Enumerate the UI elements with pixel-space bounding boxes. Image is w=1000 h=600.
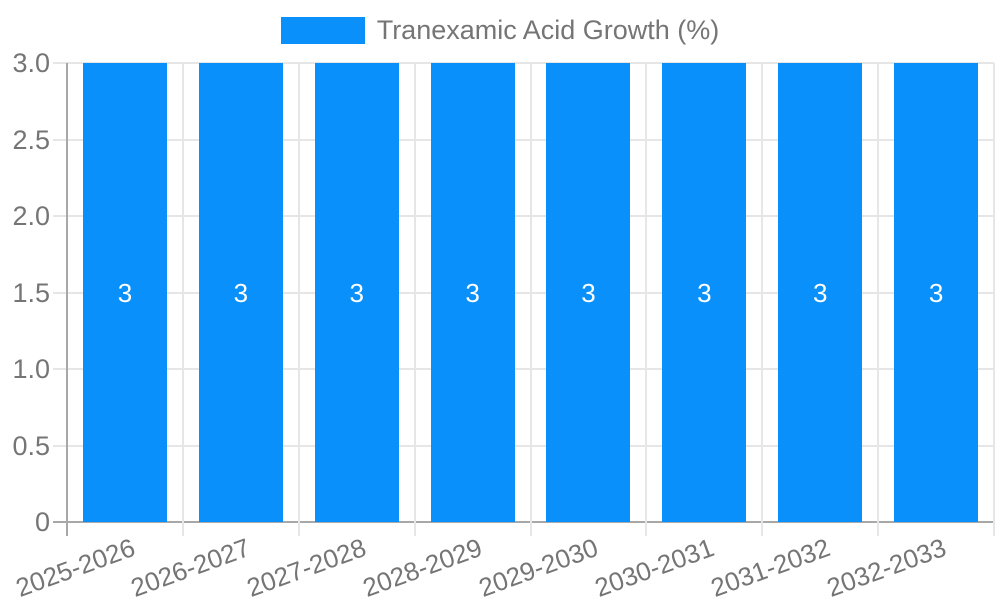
y-gridline: [53, 138, 994, 141]
legend-item[interactable]: Tranexamic Acid Growth (%): [280, 15, 720, 45]
y-gridline: [53, 291, 994, 294]
x-tick-label: 2028-2029: [359, 532, 487, 600]
x-gridline: [297, 63, 300, 536]
x-gridline: [877, 63, 880, 536]
x-gridline: [993, 63, 995, 536]
x-tick-label: 2031-2032: [706, 532, 834, 600]
y-gridline: [53, 62, 994, 64]
bar-value-label: 3: [117, 277, 133, 308]
y-axis-line: [66, 63, 68, 536]
bar-2029-2030[interactable]: 3: [546, 63, 631, 522]
x-tick-label: 2025-2026: [11, 532, 139, 600]
y-tick-label: 0.5: [12, 430, 50, 461]
bar-2026-2027[interactable]: 3: [198, 63, 283, 522]
bar-2027-2028[interactable]: 3: [314, 63, 399, 522]
bar-value-label: 3: [349, 277, 364, 308]
bar-value-label: 3: [581, 277, 596, 308]
x-gridline: [645, 63, 648, 536]
bar-2028-2029[interactable]: 3: [430, 63, 515, 522]
x-tick-label: 2027-2028: [243, 532, 371, 600]
legend-swatch: [280, 17, 365, 44]
x-tick-label: 2029-2030: [474, 532, 603, 600]
y-gridline: [53, 444, 994, 447]
y-tick-label: 2.0: [12, 201, 50, 231]
bar-2032-2033[interactable]: 3: [894, 63, 979, 522]
x-tick-label: 2026-2027: [127, 532, 255, 600]
y-tick-label: 3.0: [12, 48, 50, 78]
bar-2025-2026[interactable]: 3: [82, 63, 167, 522]
bar-value-label: 3: [465, 277, 480, 308]
y-tick-label: 1.5: [12, 277, 50, 308]
x-gridline: [761, 63, 764, 536]
bar-value-label: 3: [697, 277, 712, 308]
y-tick-label: 2.5: [12, 124, 50, 155]
legend-label: Tranexamic Acid Growth (%): [376, 15, 720, 45]
plot-area: 3 3 3 3 3 3 3 3: [53, 62, 995, 536]
x-axis-line: [53, 521, 994, 523]
y-gridline: [53, 368, 994, 370]
x-tick-label: 2032-2033: [822, 532, 950, 600]
x-gridline: [413, 63, 416, 536]
bar-2030-2031[interactable]: 3: [662, 63, 747, 522]
chart-legend: Tranexamic Acid Growth (%): [0, 17, 1000, 44]
bar-value-label: 3: [928, 277, 944, 308]
y-tick-label: 0: [34, 507, 50, 537]
x-gridline: [529, 63, 532, 536]
y-tick-label: 1.0: [12, 354, 50, 384]
bar-value-label: 3: [812, 277, 828, 308]
bar-2031-2032[interactable]: 3: [778, 63, 863, 522]
y-gridline: [53, 215, 994, 217]
x-gridline: [181, 63, 184, 536]
x-tick-label: 2030-2031: [590, 532, 718, 600]
bar-value-label: 3: [233, 277, 249, 308]
